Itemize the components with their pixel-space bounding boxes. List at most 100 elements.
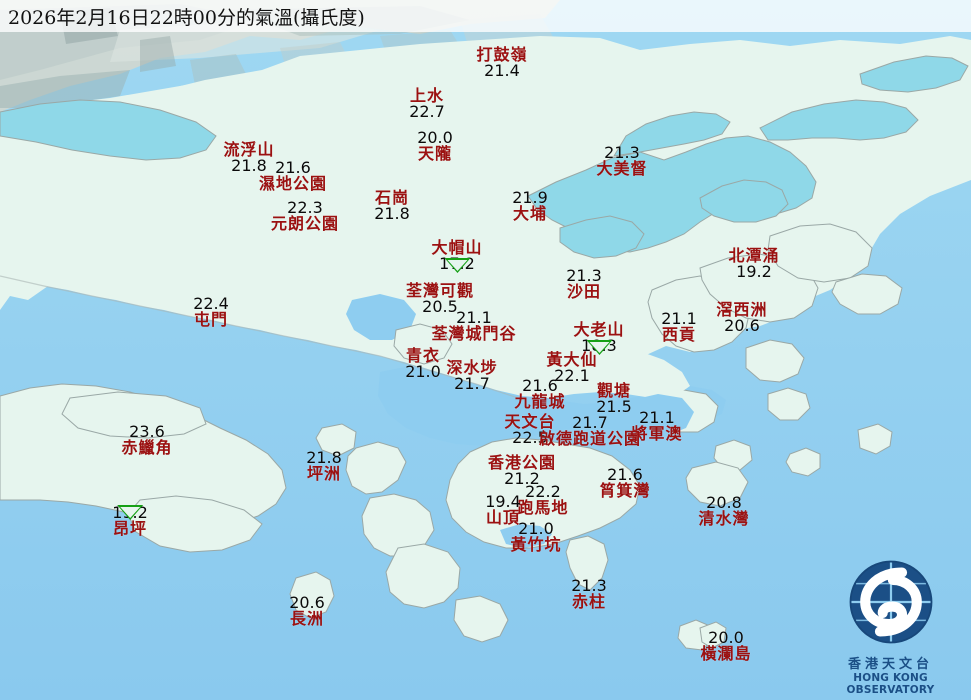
observatory-emblem-icon bbox=[849, 560, 932, 644]
station-label: 20.8 清水灣 bbox=[698, 493, 750, 529]
station-temperature: 21.3 bbox=[604, 143, 640, 162]
station-label: 觀塘 21.5 bbox=[596, 381, 632, 417]
station-label: 22.2 跑馬地 bbox=[517, 483, 569, 518]
station-temperature: 21.4 bbox=[484, 61, 520, 81]
station-label: 21.6 筲箕灣 bbox=[599, 465, 650, 500]
station-temperature: 21.6 bbox=[275, 158, 311, 177]
station-label: 22.4 屯門 bbox=[193, 294, 229, 330]
station-temperature: 21.7 bbox=[572, 413, 608, 432]
station-temperature: 21.7 bbox=[454, 374, 490, 394]
station-temperature: 19.2 bbox=[736, 262, 772, 282]
station-label: 20.0 橫瀾島 bbox=[700, 628, 752, 664]
station-temperature: 21.2 bbox=[504, 469, 540, 489]
station-temperature: 20.6 bbox=[724, 316, 760, 336]
station-label: 黃大仙 22.1 bbox=[546, 350, 598, 386]
station-temperature: 21.6 bbox=[607, 465, 643, 484]
station-temperature: 22.3 bbox=[287, 198, 323, 217]
station-label: 荃灣可觀 20.5 bbox=[405, 281, 475, 316]
station-temperature: 20.0 bbox=[708, 628, 744, 647]
station-label: 21.1 將軍澳 bbox=[631, 408, 682, 443]
logo-name-en: HONG KONG OBSERVATORY bbox=[846, 672, 935, 696]
station-name: 天隴 bbox=[417, 144, 452, 164]
station-temperature: 21.1 bbox=[456, 308, 492, 327]
hong-kong-island bbox=[445, 437, 641, 549]
station-temperature: 21.1 bbox=[639, 408, 675, 427]
station-label: 19.4 山頂 bbox=[485, 493, 521, 528]
junk-bay bbox=[630, 394, 694, 436]
station-name: 天文台 bbox=[504, 412, 556, 431]
station-name: 濕地公園 bbox=[258, 174, 328, 194]
rambler-channel bbox=[346, 294, 416, 340]
station-label: 天文台 22.5 bbox=[504, 412, 556, 448]
station-name: 橫瀾島 bbox=[700, 644, 752, 664]
station-temperature: 22.4 bbox=[193, 294, 229, 313]
station-label: 青衣 21.0 bbox=[405, 347, 441, 381]
station-label: 21.3 大美督 bbox=[596, 143, 647, 178]
station-name: 黃竹坑 bbox=[510, 535, 562, 555]
sai-kung-islands bbox=[647, 223, 903, 507]
station-label: 19.2 昂坪 bbox=[112, 504, 148, 538]
station-label: 23.6 赤鱲角 bbox=[121, 423, 173, 458]
station-name: 屯門 bbox=[193, 310, 228, 330]
station-name: 啟德跑道公園 bbox=[538, 429, 642, 449]
station-label: 20.0 天隴 bbox=[417, 128, 453, 164]
station-name: 北潭涌 bbox=[728, 246, 780, 265]
title-bar: 2026年2月16日22時00分的氣溫(攝氏度) bbox=[0, 0, 971, 32]
tolo-channel bbox=[559, 215, 645, 259]
lantau-south-lobe bbox=[127, 495, 263, 553]
station-name: 大埔 bbox=[512, 204, 547, 224]
station-name: 香港公園 bbox=[487, 453, 557, 472]
station-name: 打鼓嶺 bbox=[476, 45, 528, 64]
station-name: 大老山 bbox=[573, 320, 625, 339]
station-temperature: 20.8 bbox=[706, 493, 742, 512]
station-name: 荃灣可觀 bbox=[405, 281, 475, 300]
stanley-peninsula bbox=[565, 535, 609, 591]
station-temperature: 21.1 bbox=[661, 309, 697, 328]
station-label: 21.6 九龍城 bbox=[514, 377, 566, 412]
station-marker-triangle-icon bbox=[443, 258, 470, 273]
tsing-yi-island bbox=[393, 323, 453, 365]
station-name: 跑馬地 bbox=[517, 498, 569, 518]
station-label: 石崗 21.8 bbox=[374, 188, 410, 224]
station-temperature: 21.8 bbox=[374, 204, 410, 224]
station-temperature: 22.7 bbox=[409, 102, 445, 122]
station-name: 山頂 bbox=[485, 508, 520, 528]
station-label: 打鼓嶺 21.4 bbox=[476, 45, 528, 81]
station-label: 21.0 黃竹坑 bbox=[510, 519, 562, 555]
station-name: 沙田 bbox=[566, 282, 601, 302]
station-name: 滘西洲 bbox=[716, 300, 768, 319]
station-name: 清水灣 bbox=[698, 509, 750, 529]
logo-name-cn: 香港天文台 bbox=[847, 657, 933, 672]
station-temperature: 21.8 bbox=[306, 448, 342, 467]
station-name: 九龍城 bbox=[514, 392, 566, 412]
chek-lap-kok-airport bbox=[61, 391, 207, 439]
hko-logo: 香港天文台 HONG KONG OBSERVATORY bbox=[818, 556, 963, 696]
station-temperature: 21.0 bbox=[518, 519, 554, 538]
station-temperature: 20.0 bbox=[417, 128, 453, 147]
station-name: 觀塘 bbox=[596, 381, 631, 400]
station-temperature: 21.5 bbox=[596, 397, 632, 417]
station-label: 大老山 18.3 bbox=[573, 320, 625, 355]
deep-bay bbox=[0, 99, 217, 161]
station-temperature: 21.3 bbox=[566, 266, 602, 285]
outlying-islands bbox=[289, 423, 893, 651]
station-name: 黃大仙 bbox=[546, 350, 598, 369]
station-label: 香港公園 21.2 bbox=[487, 453, 557, 489]
station-temperature: 21.8 bbox=[231, 156, 267, 176]
station-label: 21.3 赤柱 bbox=[571, 577, 607, 611]
station-name: 深水埗 bbox=[446, 358, 498, 377]
station-label: 上水 22.7 bbox=[409, 87, 445, 122]
aberdeen-inlet bbox=[500, 524, 552, 548]
station-temperature: 22.1 bbox=[554, 366, 590, 386]
station-label: 21.3 沙田 bbox=[566, 266, 602, 302]
station-name: 赤鱲角 bbox=[121, 438, 173, 458]
station-temperature: 22.5 bbox=[512, 428, 548, 448]
station-temperature: 21.9 bbox=[512, 188, 548, 207]
station-label: 21.6 濕地公園 bbox=[258, 158, 328, 194]
station-label: 22.3 元朗公園 bbox=[271, 198, 339, 233]
station-label: 深水埗 21.7 bbox=[446, 358, 498, 394]
station-name: 石崗 bbox=[374, 188, 409, 207]
